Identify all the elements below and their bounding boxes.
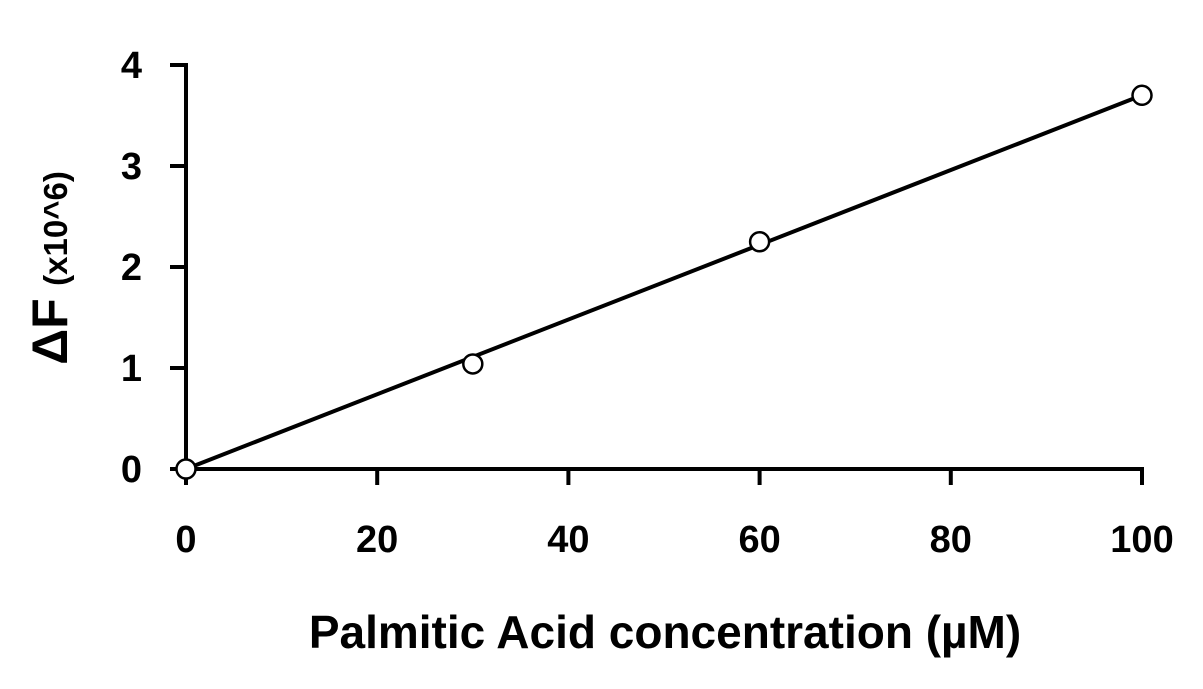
y-ticks: 0 1 2 3 4 (121, 45, 186, 491)
y-tick-label: 4 (121, 45, 142, 87)
data-point (1131, 84, 1153, 107)
trendline (185, 93, 1143, 471)
y-axis-title: ΔF (x10^6) (22, 171, 78, 365)
data-point (462, 353, 484, 375)
x-tick-label: 100 (1110, 519, 1173, 561)
y-axis-title-unit: (x10^6) (37, 171, 74, 286)
data-point (748, 231, 771, 253)
x-tick-label: 40 (547, 519, 589, 561)
y-tick-label: 1 (121, 348, 142, 390)
y-tick-label: 3 (121, 146, 142, 188)
y-axis-title-main: ΔF (22, 298, 78, 364)
axes (184, 63, 1144, 471)
y-tick-label: 2 (121, 247, 142, 289)
x-axis-title: Palmitic Acid concentration (µM) (309, 606, 1021, 658)
x-ticks: 0 20 40 60 80 100 (175, 469, 1174, 561)
x-tick-label: 0 (175, 519, 196, 561)
data-points (175, 84, 1153, 480)
trendline-group (185, 93, 1143, 471)
x-tick-label: 20 (356, 519, 398, 561)
x-tick-label: 80 (930, 519, 972, 561)
data-point (175, 458, 197, 480)
x-tick-label: 60 (738, 519, 780, 561)
y-tick-label: 0 (121, 449, 142, 491)
